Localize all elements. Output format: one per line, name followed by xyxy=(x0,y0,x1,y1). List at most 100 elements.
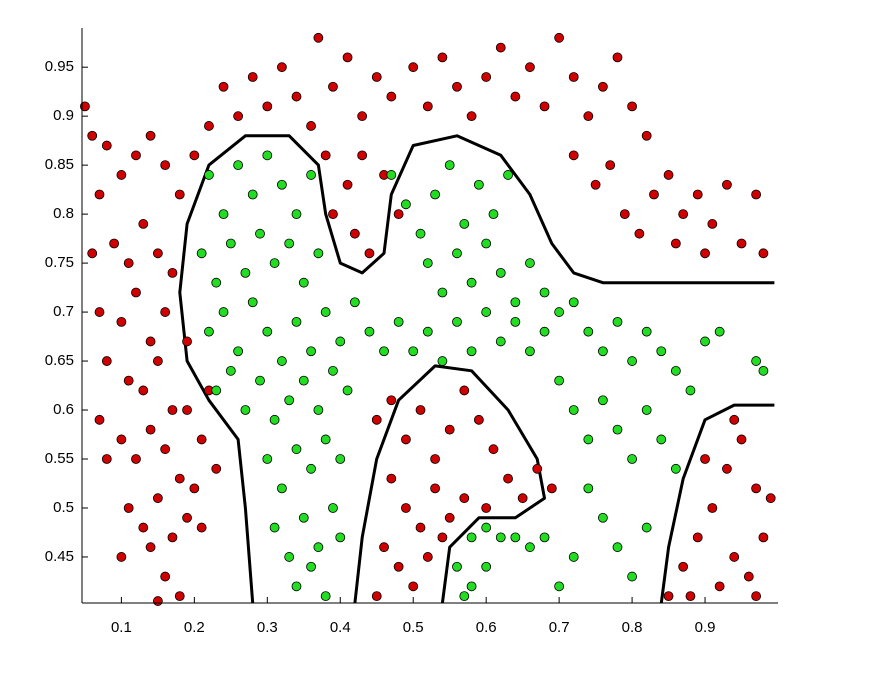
point xyxy=(437,287,448,298)
y-tick-label: 0.7 xyxy=(53,303,74,320)
point xyxy=(160,160,171,171)
point xyxy=(685,591,696,602)
point xyxy=(641,326,652,337)
point xyxy=(306,170,316,180)
point xyxy=(678,209,689,220)
point xyxy=(218,307,229,317)
point xyxy=(393,561,404,572)
point xyxy=(510,316,521,327)
point xyxy=(641,522,652,533)
point xyxy=(422,326,433,337)
point xyxy=(452,561,462,572)
point xyxy=(269,258,280,268)
point xyxy=(240,267,251,278)
point xyxy=(291,444,302,455)
point xyxy=(473,414,484,425)
point xyxy=(539,532,550,543)
point xyxy=(255,375,265,386)
point xyxy=(342,179,353,190)
point xyxy=(87,248,98,259)
point xyxy=(87,130,98,141)
point xyxy=(291,91,302,102)
point xyxy=(765,493,776,504)
point xyxy=(145,130,156,141)
point xyxy=(444,424,455,435)
point xyxy=(568,72,579,82)
point xyxy=(357,150,368,161)
point xyxy=(233,346,244,357)
point xyxy=(415,228,426,239)
point xyxy=(473,179,484,190)
point xyxy=(670,365,681,376)
point xyxy=(627,571,637,582)
point xyxy=(131,287,141,298)
point xyxy=(452,81,462,92)
point xyxy=(247,297,258,308)
decision-boundary xyxy=(178,134,775,604)
point xyxy=(444,512,455,523)
point xyxy=(335,454,346,464)
point xyxy=(743,571,754,582)
point xyxy=(612,52,623,63)
point xyxy=(291,316,302,327)
point xyxy=(422,101,433,112)
point xyxy=(298,512,309,523)
point xyxy=(532,463,543,474)
point xyxy=(452,248,462,259)
point xyxy=(298,375,309,386)
point xyxy=(641,130,652,141)
point xyxy=(328,503,338,513)
point xyxy=(233,160,244,171)
point xyxy=(320,591,331,602)
point xyxy=(598,395,608,406)
point xyxy=(437,356,448,366)
point xyxy=(634,228,645,239)
point xyxy=(269,414,280,425)
point xyxy=(94,414,105,425)
point xyxy=(437,532,448,543)
point xyxy=(481,522,492,533)
point xyxy=(736,238,747,249)
point xyxy=(700,248,710,259)
point xyxy=(401,434,411,445)
point xyxy=(291,209,302,220)
point xyxy=(276,483,287,494)
point xyxy=(488,209,499,220)
x-tick-label: 0.6 xyxy=(476,619,497,636)
point xyxy=(182,512,192,523)
point xyxy=(386,395,397,406)
point xyxy=(328,81,338,92)
point xyxy=(539,101,550,112)
point xyxy=(386,170,397,180)
point xyxy=(138,522,149,533)
point xyxy=(211,385,222,396)
point xyxy=(459,219,470,229)
point xyxy=(138,219,149,229)
point xyxy=(495,532,506,543)
point xyxy=(255,228,265,239)
point xyxy=(123,503,134,513)
point xyxy=(211,463,222,474)
point xyxy=(605,160,616,171)
point xyxy=(459,591,470,602)
point xyxy=(342,52,353,63)
point xyxy=(284,238,295,249)
point xyxy=(619,209,630,220)
point xyxy=(145,542,156,553)
point xyxy=(313,248,324,259)
point xyxy=(393,209,404,220)
point xyxy=(736,434,747,445)
point xyxy=(211,277,222,288)
point xyxy=(525,258,535,268)
x-tick-label: 0.4 xyxy=(330,619,351,636)
point xyxy=(94,189,105,200)
point xyxy=(349,228,360,239)
x-tick-label: 0.1 xyxy=(111,619,132,636)
point xyxy=(379,346,389,357)
point xyxy=(306,346,316,357)
point xyxy=(313,32,324,43)
point xyxy=(707,503,718,513)
point xyxy=(663,170,674,180)
point xyxy=(204,170,214,180)
point xyxy=(371,72,382,82)
